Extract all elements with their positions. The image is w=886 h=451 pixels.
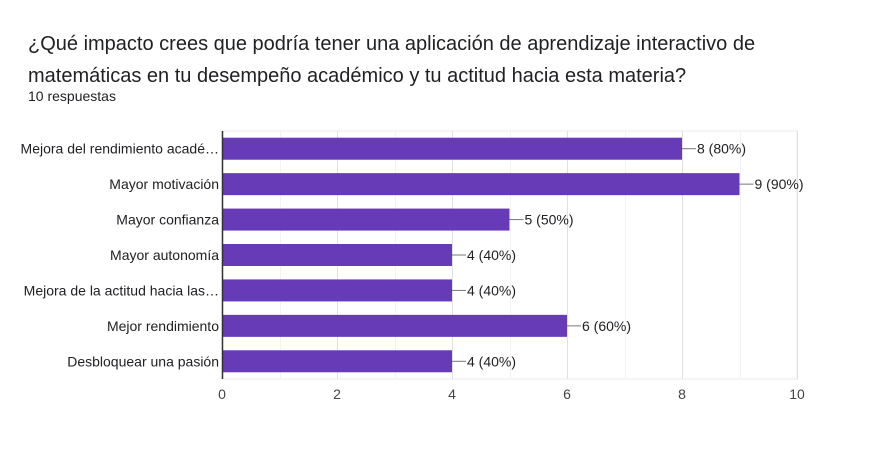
category-label: Mayor autonomía <box>110 247 219 263</box>
x-tick-label: 2 <box>333 386 341 402</box>
data-label: 6 (60%) <box>582 318 631 334</box>
category-label: Mayor motivación <box>109 176 219 192</box>
data-label: 4 (40%) <box>467 247 516 263</box>
x-tick-label: 10 <box>789 386 805 402</box>
data-label: 9 (90%) <box>755 176 804 192</box>
bar <box>222 208 510 231</box>
bar <box>222 314 567 337</box>
category-label: Mayor confianza <box>116 212 219 228</box>
bar <box>222 350 452 373</box>
x-tick-label: 6 <box>563 386 571 402</box>
data-label: 4 (40%) <box>467 353 516 369</box>
data-label: 8 (80%) <box>697 141 746 157</box>
bar <box>222 244 452 266</box>
x-tick-label: 0 <box>218 386 226 402</box>
x-tick-label: 4 <box>448 386 456 402</box>
bar <box>222 173 740 196</box>
question-title: ¿Qué impacto crees que podría tener una … <box>28 33 756 87</box>
category-label: Mejor rendimiento <box>107 318 219 334</box>
category-label: Desbloquear una pasión <box>67 353 219 369</box>
category-label: Mejora del rendimiento acadé… <box>21 141 219 157</box>
x-tick-label: 8 <box>678 386 686 402</box>
data-label: 5 (50%) <box>525 212 574 228</box>
bar <box>222 279 452 302</box>
response-count: 10 respuestas <box>28 88 116 104</box>
category-label: Mejora de la actitud hacia las… <box>24 282 219 298</box>
data-label: 4 (40%) <box>467 282 516 298</box>
bar <box>222 137 682 160</box>
